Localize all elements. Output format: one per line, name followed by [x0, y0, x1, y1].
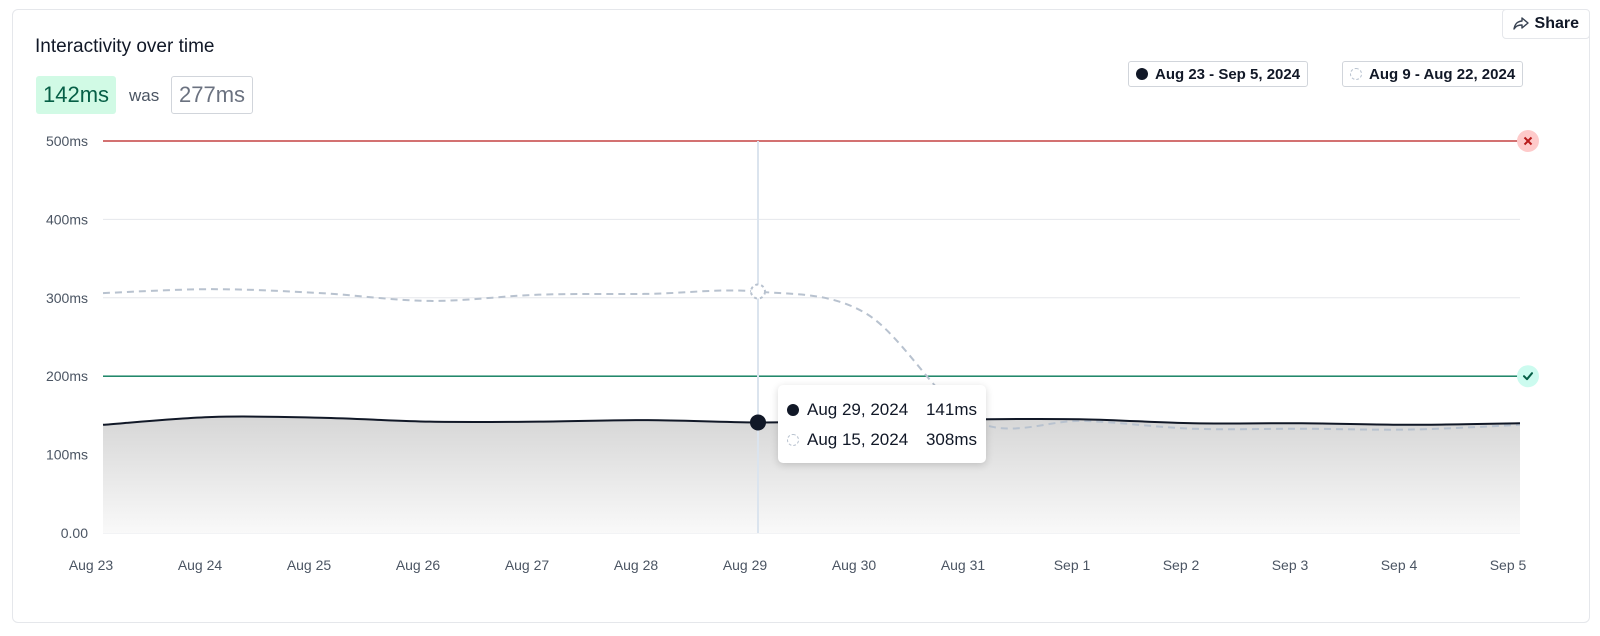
x-tick-label: Sep 3 [1272, 557, 1309, 573]
check-icon [1517, 365, 1539, 388]
previous-metric-badge: 277ms [171, 76, 254, 114]
tooltip-date: Aug 15, 2024 [807, 430, 909, 449]
legend-marker-dashed [1350, 68, 1362, 80]
legend-label-previous: Aug 9 - Aug 22, 2024 [1369, 65, 1516, 83]
share-button[interactable]: Share [1501, 9, 1590, 39]
legend-label-current: Aug 23 - Sep 5, 2024 [1155, 65, 1301, 83]
tooltip-marker-dashed [787, 434, 799, 446]
series-line-previous [102, 288, 1521, 431]
tooltip-marker-solid [787, 404, 799, 416]
highlight-point-current [750, 414, 766, 431]
tooltip-row-previous: Aug 15, 2024 308ms [787, 425, 977, 455]
tooltip-date: Aug 29, 2024 [807, 400, 909, 419]
x-tick-label: Aug 28 [614, 557, 659, 573]
y-tick-label: 400ms [46, 211, 88, 227]
tooltip-row-current: Aug 29, 2024 141ms [787, 395, 977, 425]
x-icon [1517, 130, 1539, 152]
series-area-current [103, 416, 1520, 533]
x-tick-label: Sep 4 [1381, 557, 1418, 573]
y-tick-label: 300ms [46, 290, 88, 306]
x-tick-label: Aug 25 [287, 557, 332, 573]
y-tick-label: 0.00 [61, 525, 88, 541]
chart-title: Interactivity over time [35, 36, 215, 57]
legend-item-previous[interactable]: Aug 9 - Aug 22, 2024 [1342, 61, 1524, 87]
current-metric-badge: 142ms [36, 76, 117, 114]
x-tick-label: Aug 29 [723, 557, 768, 573]
x-tick-label: Sep 2 [1163, 557, 1200, 573]
x-tick-label: Aug 31 [941, 557, 986, 573]
chart-tooltip: Aug 29, 2024 141ms Aug 15, 2024 308ms [778, 385, 986, 463]
tooltip-value: 141ms [925, 400, 977, 419]
y-tick-label: 100ms [46, 447, 88, 463]
highlight-point-previous [750, 283, 766, 300]
x-tick-label: Aug 23 [69, 557, 114, 573]
x-tick-label: Sep 1 [1054, 557, 1091, 573]
y-tick-label: 200ms [46, 368, 88, 384]
tooltip-value: 308ms [925, 430, 977, 449]
x-tick-label: Sep 5 [1490, 557, 1527, 573]
legend-marker-solid [1136, 68, 1148, 80]
x-tick-label: Aug 26 [396, 557, 441, 573]
x-tick-label: Aug 30 [832, 557, 877, 573]
share-label: Share [1534, 15, 1579, 32]
x-tick-label: Aug 24 [178, 557, 223, 573]
y-tick-label: 500ms [46, 133, 88, 149]
x-tick-label: Aug 27 [505, 557, 550, 573]
was-label: was [129, 86, 160, 105]
legend-item-current[interactable]: Aug 23 - Sep 5, 2024 [1128, 61, 1309, 87]
share-icon [1512, 17, 1529, 31]
